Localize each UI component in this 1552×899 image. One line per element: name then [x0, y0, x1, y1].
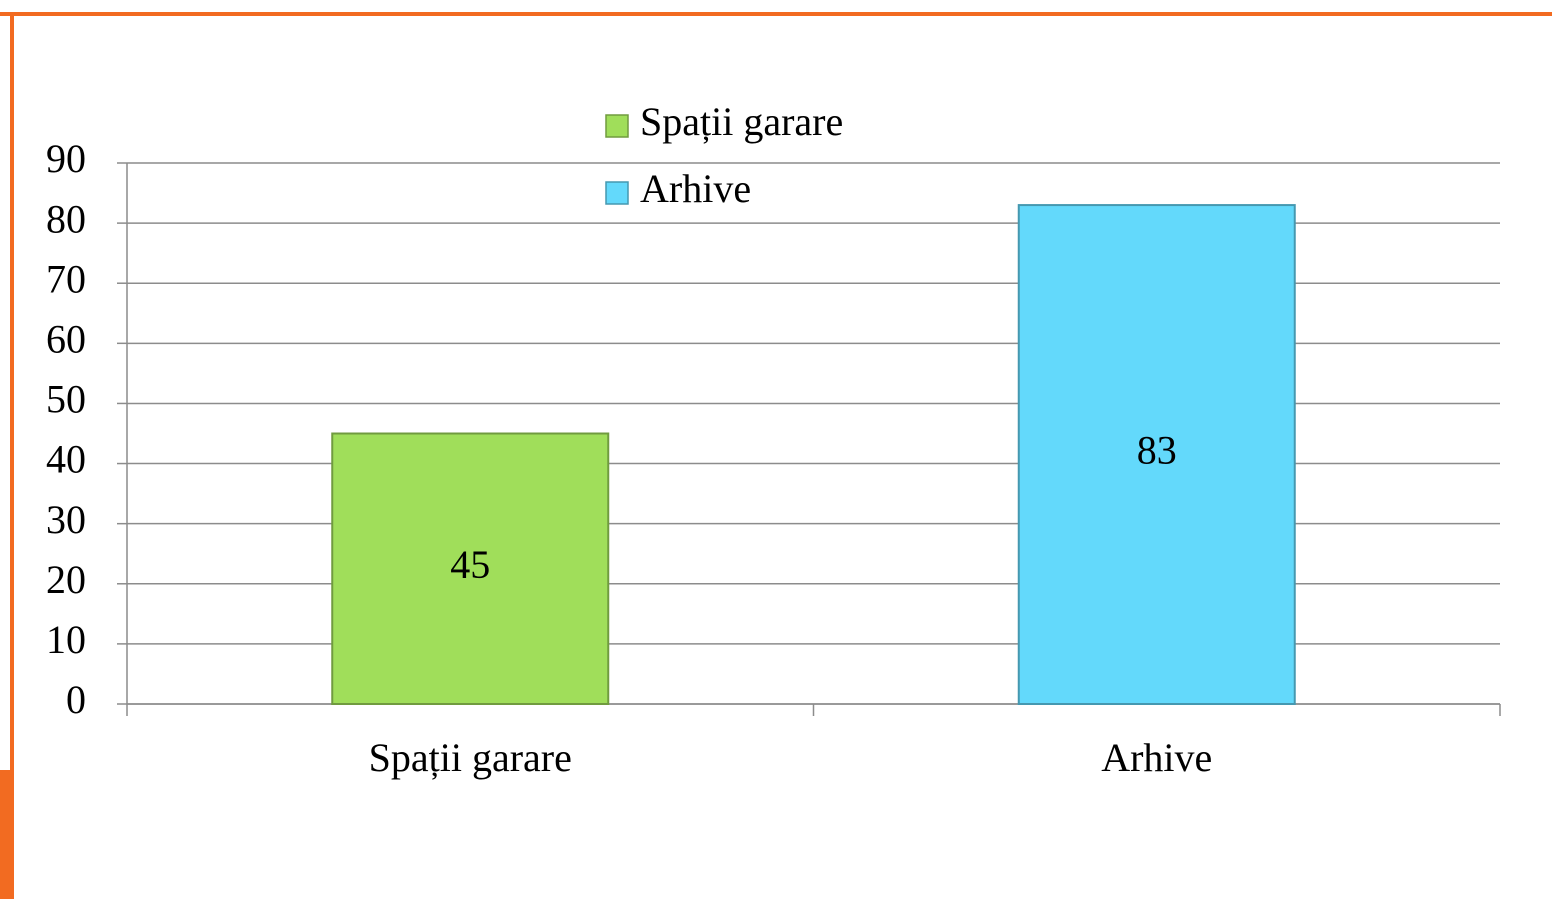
y-tick-label: 40 [46, 437, 86, 482]
x-tick-label: Spații garare [369, 735, 572, 780]
y-tick-label: 20 [46, 557, 86, 602]
bar [331, 432, 610, 705]
y-tick-label: 50 [46, 377, 86, 422]
y-tick-label: 80 [46, 196, 86, 241]
y-tick-label: 90 [46, 136, 86, 181]
y-tick-label: 70 [46, 256, 86, 301]
y-tick-label: 60 [46, 317, 86, 362]
top-border [0, 12, 1552, 16]
x-tick-label: Arhive [1101, 735, 1212, 780]
bar [1017, 204, 1296, 705]
legend-label: Spații garare [640, 99, 843, 144]
left-border [10, 12, 14, 772]
y-tick-label: 0 [66, 677, 86, 722]
left-block [0, 770, 14, 899]
y-tick-label: 10 [46, 617, 86, 662]
legend-swatch [605, 181, 629, 205]
data-label: 83 [1137, 428, 1177, 473]
data-label: 45 [450, 542, 490, 587]
legend-label: Arhive [640, 166, 751, 211]
y-tick-label: 30 [46, 497, 86, 542]
legend-swatch [605, 114, 629, 138]
